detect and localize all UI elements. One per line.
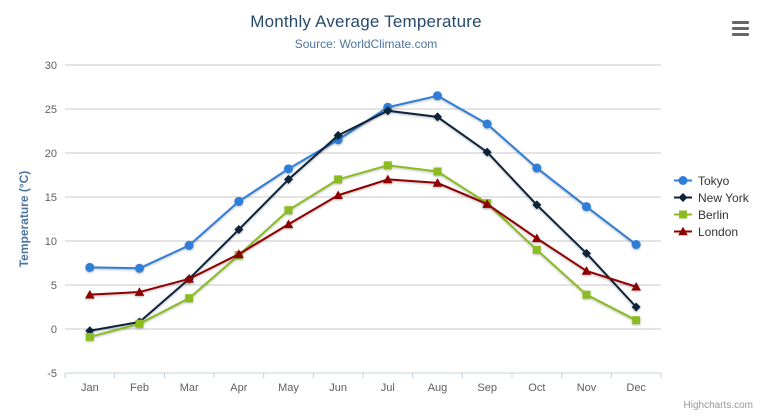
data-point-tokyo[interactable] [234, 196, 244, 206]
legend-item-london[interactable]: London [674, 223, 749, 240]
y-axis-label: 30 [45, 60, 57, 72]
data-point-tokyo[interactable] [482, 119, 492, 129]
x-axis-label: Apr [230, 382, 247, 394]
square-marker-icon [674, 210, 692, 219]
data-point-london[interactable] [631, 281, 641, 291]
square-marker-icon[interactable] [679, 210, 687, 219]
data-point-new-york[interactable] [433, 112, 442, 122]
hamburger-icon [732, 27, 749, 30]
x-axis-label: Aug [428, 382, 448, 394]
data-point-london[interactable] [283, 219, 294, 229]
y-axis-label: 15 [45, 192, 57, 204]
x-axis-label: Sep [477, 382, 497, 394]
data-point-london[interactable] [581, 266, 592, 275]
y-axis-label: 20 [45, 148, 57, 160]
data-point-berlin[interactable] [334, 175, 343, 184]
series-line-new-york[interactable] [89, 109, 637, 332]
data-point-new-york[interactable] [532, 200, 542, 210]
chart-title: Monthly Average Temperature [250, 12, 482, 31]
data-point-new-york[interactable] [383, 106, 393, 116]
data-point-new-york[interactable] [333, 130, 343, 140]
context-menu-button[interactable] [732, 21, 749, 37]
hamburger-icon [732, 33, 749, 36]
data-point-berlin[interactable] [185, 294, 194, 303]
data-point-berlin[interactable] [582, 290, 591, 299]
data-point-london[interactable] [482, 199, 492, 208]
legend-label: Tokyo [698, 173, 730, 188]
data-point-london[interactable] [134, 287, 145, 296]
legend-item-tokyo[interactable]: Tokyo [674, 172, 749, 189]
series-line-berlin[interactable] [89, 164, 637, 338]
data-point-new-york[interactable] [582, 248, 591, 258]
y-axis-title: Temperature (°C) [17, 170, 31, 268]
x-axis-label: Oct [528, 382, 545, 394]
data-point-london[interactable] [383, 174, 393, 184]
series-new-york[interactable] [85, 106, 641, 336]
series-tokyo[interactable] [85, 91, 641, 273]
data-point-berlin[interactable] [135, 319, 144, 328]
data-point-berlin[interactable] [284, 206, 293, 215]
hamburger-icon [732, 21, 749, 24]
x-axis-label: Nov [577, 382, 597, 394]
data-point-london[interactable] [184, 274, 194, 283]
legend-label: Berlin [698, 207, 729, 222]
data-point-tokyo[interactable] [284, 164, 293, 174]
legend: Tokyo New York Berlin London [674, 172, 749, 240]
x-axis-label: Jul [381, 382, 395, 394]
data-point-new-york[interactable] [631, 302, 641, 312]
x-axis-label: Jun [329, 382, 347, 394]
data-point-london[interactable] [85, 289, 95, 299]
x-axis-label: Feb [130, 382, 149, 394]
data-point-tokyo[interactable] [135, 263, 144, 273]
data-point-london[interactable] [432, 178, 443, 187]
data-point-london[interactable] [333, 190, 343, 200]
data-point-berlin[interactable] [383, 161, 392, 170]
series-line-tokyo[interactable] [89, 94, 637, 270]
y-axis-label: -5 [47, 368, 57, 380]
data-point-tokyo[interactable] [631, 240, 641, 250]
series-line-london[interactable] [89, 178, 637, 296]
data-point-tokyo[interactable] [582, 202, 591, 212]
data-point-tokyo[interactable] [532, 163, 542, 173]
y-axis-label: 10 [45, 236, 57, 248]
series-london[interactable] [85, 174, 641, 299]
data-point-berlin[interactable] [433, 167, 442, 176]
data-point-new-york[interactable] [234, 225, 244, 235]
triangle-marker-icon[interactable] [678, 226, 688, 236]
data-point-berlin[interactable] [85, 332, 94, 341]
data-point-tokyo[interactable] [433, 91, 442, 101]
data-point-berlin[interactable] [632, 316, 641, 325]
diamond-marker-icon [674, 193, 692, 202]
y-axis-label: 25 [45, 104, 57, 116]
x-axis-label: Jan [81, 382, 99, 394]
triangle-marker-icon [674, 226, 692, 236]
data-point-tokyo[interactable] [184, 240, 194, 250]
circle-marker-icon [674, 176, 692, 185]
legend-label: New York [698, 190, 749, 205]
x-axis-label: Mar [180, 382, 199, 394]
data-point-london[interactable] [234, 249, 244, 258]
legend-label: London [698, 224, 739, 239]
diamond-marker-icon[interactable] [678, 193, 688, 202]
data-point-new-york[interactable] [482, 147, 492, 157]
y-axis-label: 0 [51, 324, 57, 336]
circle-marker-icon[interactable] [678, 176, 688, 185]
credits-link[interactable]: Highcharts.com [683, 400, 753, 411]
x-axis-label: Dec [626, 382, 646, 394]
data-point-berlin[interactable] [532, 245, 541, 254]
y-axis-label: 5 [51, 280, 57, 292]
x-axis-label: May [278, 382, 299, 394]
data-point-tokyo[interactable] [85, 262, 95, 272]
legend-item-berlin[interactable]: Berlin [674, 206, 749, 223]
data-point-london[interactable] [532, 233, 542, 243]
legend-item-new-york[interactable]: New York [674, 189, 749, 206]
data-point-new-york[interactable] [284, 174, 293, 184]
chart-subtitle: Source: WorldClimate.com [294, 37, 438, 51]
